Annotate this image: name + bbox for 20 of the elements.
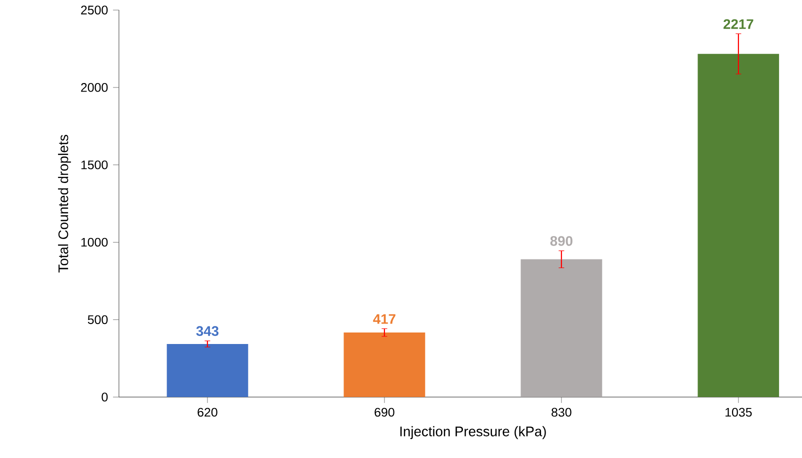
y-axis-title: Total Counted droplets: [58, 134, 71, 272]
x-tick-label: 830: [552, 408, 572, 417]
y-tick-label: 500: [88, 315, 108, 324]
x-tick-label: 620: [198, 408, 218, 417]
bar: [698, 54, 780, 398]
y-tick-label: 2500: [81, 6, 108, 14]
y-tick-label: 1500: [81, 160, 108, 170]
y-tick-label: 1000: [81, 238, 108, 247]
bar: [166, 344, 248, 398]
data-label: 343: [196, 326, 218, 336]
data-label: 2217: [724, 19, 754, 29]
x-tick-label: 1035: [726, 408, 752, 417]
x-tick-label: 690: [374, 408, 394, 417]
data-label: 417: [373, 314, 396, 324]
bar: [344, 332, 426, 398]
bar: [520, 259, 602, 398]
y-tick-label: 2000: [81, 83, 108, 92]
data-label: 890: [550, 236, 572, 246]
y-tick-label: 0: [102, 392, 108, 402]
x-axis-title: Injection Pressure (kPa): [400, 426, 546, 440]
